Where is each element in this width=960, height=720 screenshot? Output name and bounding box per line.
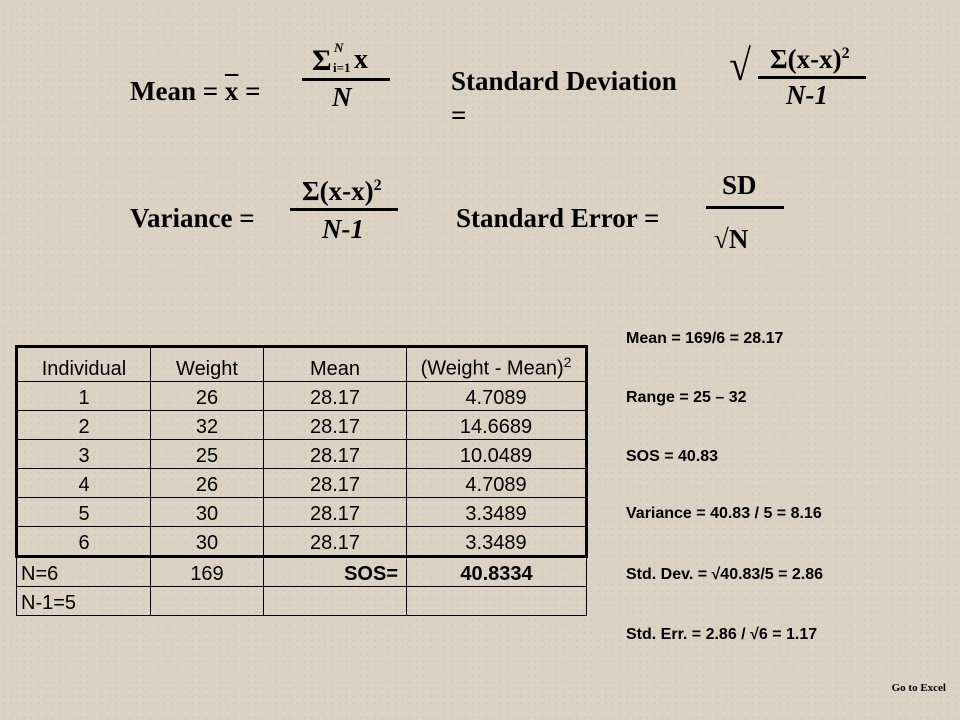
cell-individual: 3: [15, 439, 151, 469]
column-header-deviation-squared: (Weight - Mean)2: [406, 345, 588, 382]
variance-label: Variance =: [130, 203, 255, 233]
cell-mean: 28.17: [263, 410, 407, 440]
std-dev-label: Standard Deviation: [451, 66, 677, 96]
cell-sos-value: 40.8334: [406, 556, 587, 587]
cell-mean: 28.17: [263, 439, 407, 469]
cell-deviation-squared: 10.0489: [406, 439, 588, 469]
std-dev-equals: =: [451, 100, 467, 130]
cell-deviation-squared: 14.6689: [406, 410, 588, 440]
calc-mean: Mean = 169/6 = 28.17: [626, 330, 784, 347]
cell-individual: 2: [15, 410, 151, 440]
sum-upper-limit: N: [334, 40, 344, 55]
column-header-individual: Individual: [15, 345, 151, 382]
cell-deviation-squared: 4.7089: [406, 468, 588, 498]
cell-deviation-squared: 4.7089: [406, 381, 588, 411]
cell-weight: 30: [150, 526, 264, 557]
variance-fraction-bar: [290, 208, 398, 211]
cell-empty: [150, 586, 264, 616]
cell-individual: 4: [15, 468, 151, 498]
cell-empty: [406, 586, 587, 616]
table-row: 3 25 28.17 10.0489: [15, 439, 588, 469]
std-err-denominator: √N: [714, 224, 749, 254]
table-row: 6 30 28.17 3.3489: [15, 526, 588, 557]
mean-denominator: N: [332, 82, 352, 112]
std-dev-numerator: Σ(x-x)2: [770, 44, 850, 74]
sigma-symbol: Σ: [312, 44, 332, 77]
std-dev-fraction-bar: [758, 76, 866, 79]
cell-mean: 28.17: [263, 497, 407, 527]
cell-weight: 30: [150, 497, 264, 527]
std-err-fraction-bar: [706, 206, 784, 209]
cell-mean: 28.17: [263, 381, 407, 411]
weight-table: Individual Weight Mean (Weight - Mean)2 …: [15, 345, 588, 616]
table-header-row: Individual Weight Mean (Weight - Mean)2: [15, 345, 588, 382]
mean-numerator: Σ N i=1 x: [306, 40, 396, 80]
std-err-numerator: SD: [722, 170, 757, 200]
table-row: 4 26 28.17 4.7089: [15, 468, 588, 498]
table-row: 5 30 28.17 3.3489: [15, 497, 588, 527]
calc-sos: SOS = 40.83: [626, 448, 719, 465]
table-summary-row: N=6 169 SOS= 40.8334: [16, 556, 587, 587]
sum-lower-limit: i=1: [333, 60, 351, 75]
cell-weight: 32: [150, 410, 264, 440]
column-header-weight: Weight: [150, 345, 264, 382]
std-dev-denominator: N-1: [786, 80, 828, 110]
table-row: 1 26 28.17 4.7089: [15, 381, 588, 411]
cell-sos-label: SOS=: [263, 556, 407, 587]
cell-weight-sum: 169: [150, 556, 264, 587]
calc-range: Range = 25 – 32: [626, 389, 747, 406]
cell-individual: 6: [15, 526, 151, 557]
std-err-label: Standard Error =: [456, 203, 660, 233]
sqrt-icon: √: [729, 41, 751, 90]
cell-n-count: N=6: [16, 556, 151, 587]
cell-weight: 26: [150, 468, 264, 498]
cell-individual: 5: [15, 497, 151, 527]
cell-mean: 28.17: [263, 468, 407, 498]
cell-empty: [263, 586, 407, 616]
sum-variable: x: [354, 44, 368, 75]
cell-deviation-squared: 3.3489: [406, 497, 588, 527]
cell-weight: 25: [150, 439, 264, 469]
cell-deviation-squared: 3.3489: [406, 526, 588, 557]
mean-label: Mean = x =: [130, 76, 261, 106]
column-header-mean: Mean: [263, 345, 407, 382]
variance-denominator: N-1: [322, 214, 364, 244]
table-row: 2 32 28.17 14.6689: [15, 410, 588, 440]
mean-fraction-bar: [302, 78, 390, 81]
cell-n-minus-1: N-1=5: [16, 586, 151, 616]
cell-weight: 26: [150, 381, 264, 411]
cell-individual: 1: [15, 381, 151, 411]
table-summary-row: N-1=5: [16, 586, 587, 616]
calc-std-err: Std. Err. = 2.86 / √6 = 1.17: [626, 626, 818, 643]
cell-mean: 28.17: [263, 526, 407, 557]
go-to-excel-link[interactable]: Go to Excel: [891, 682, 946, 694]
calc-variance: Variance = 40.83 / 5 = 8.16: [626, 505, 822, 522]
calc-std-dev: Std. Dev. = √40.83/5 = 2.86: [626, 566, 824, 583]
variance-numerator: Σ(x-x)2: [302, 176, 382, 206]
